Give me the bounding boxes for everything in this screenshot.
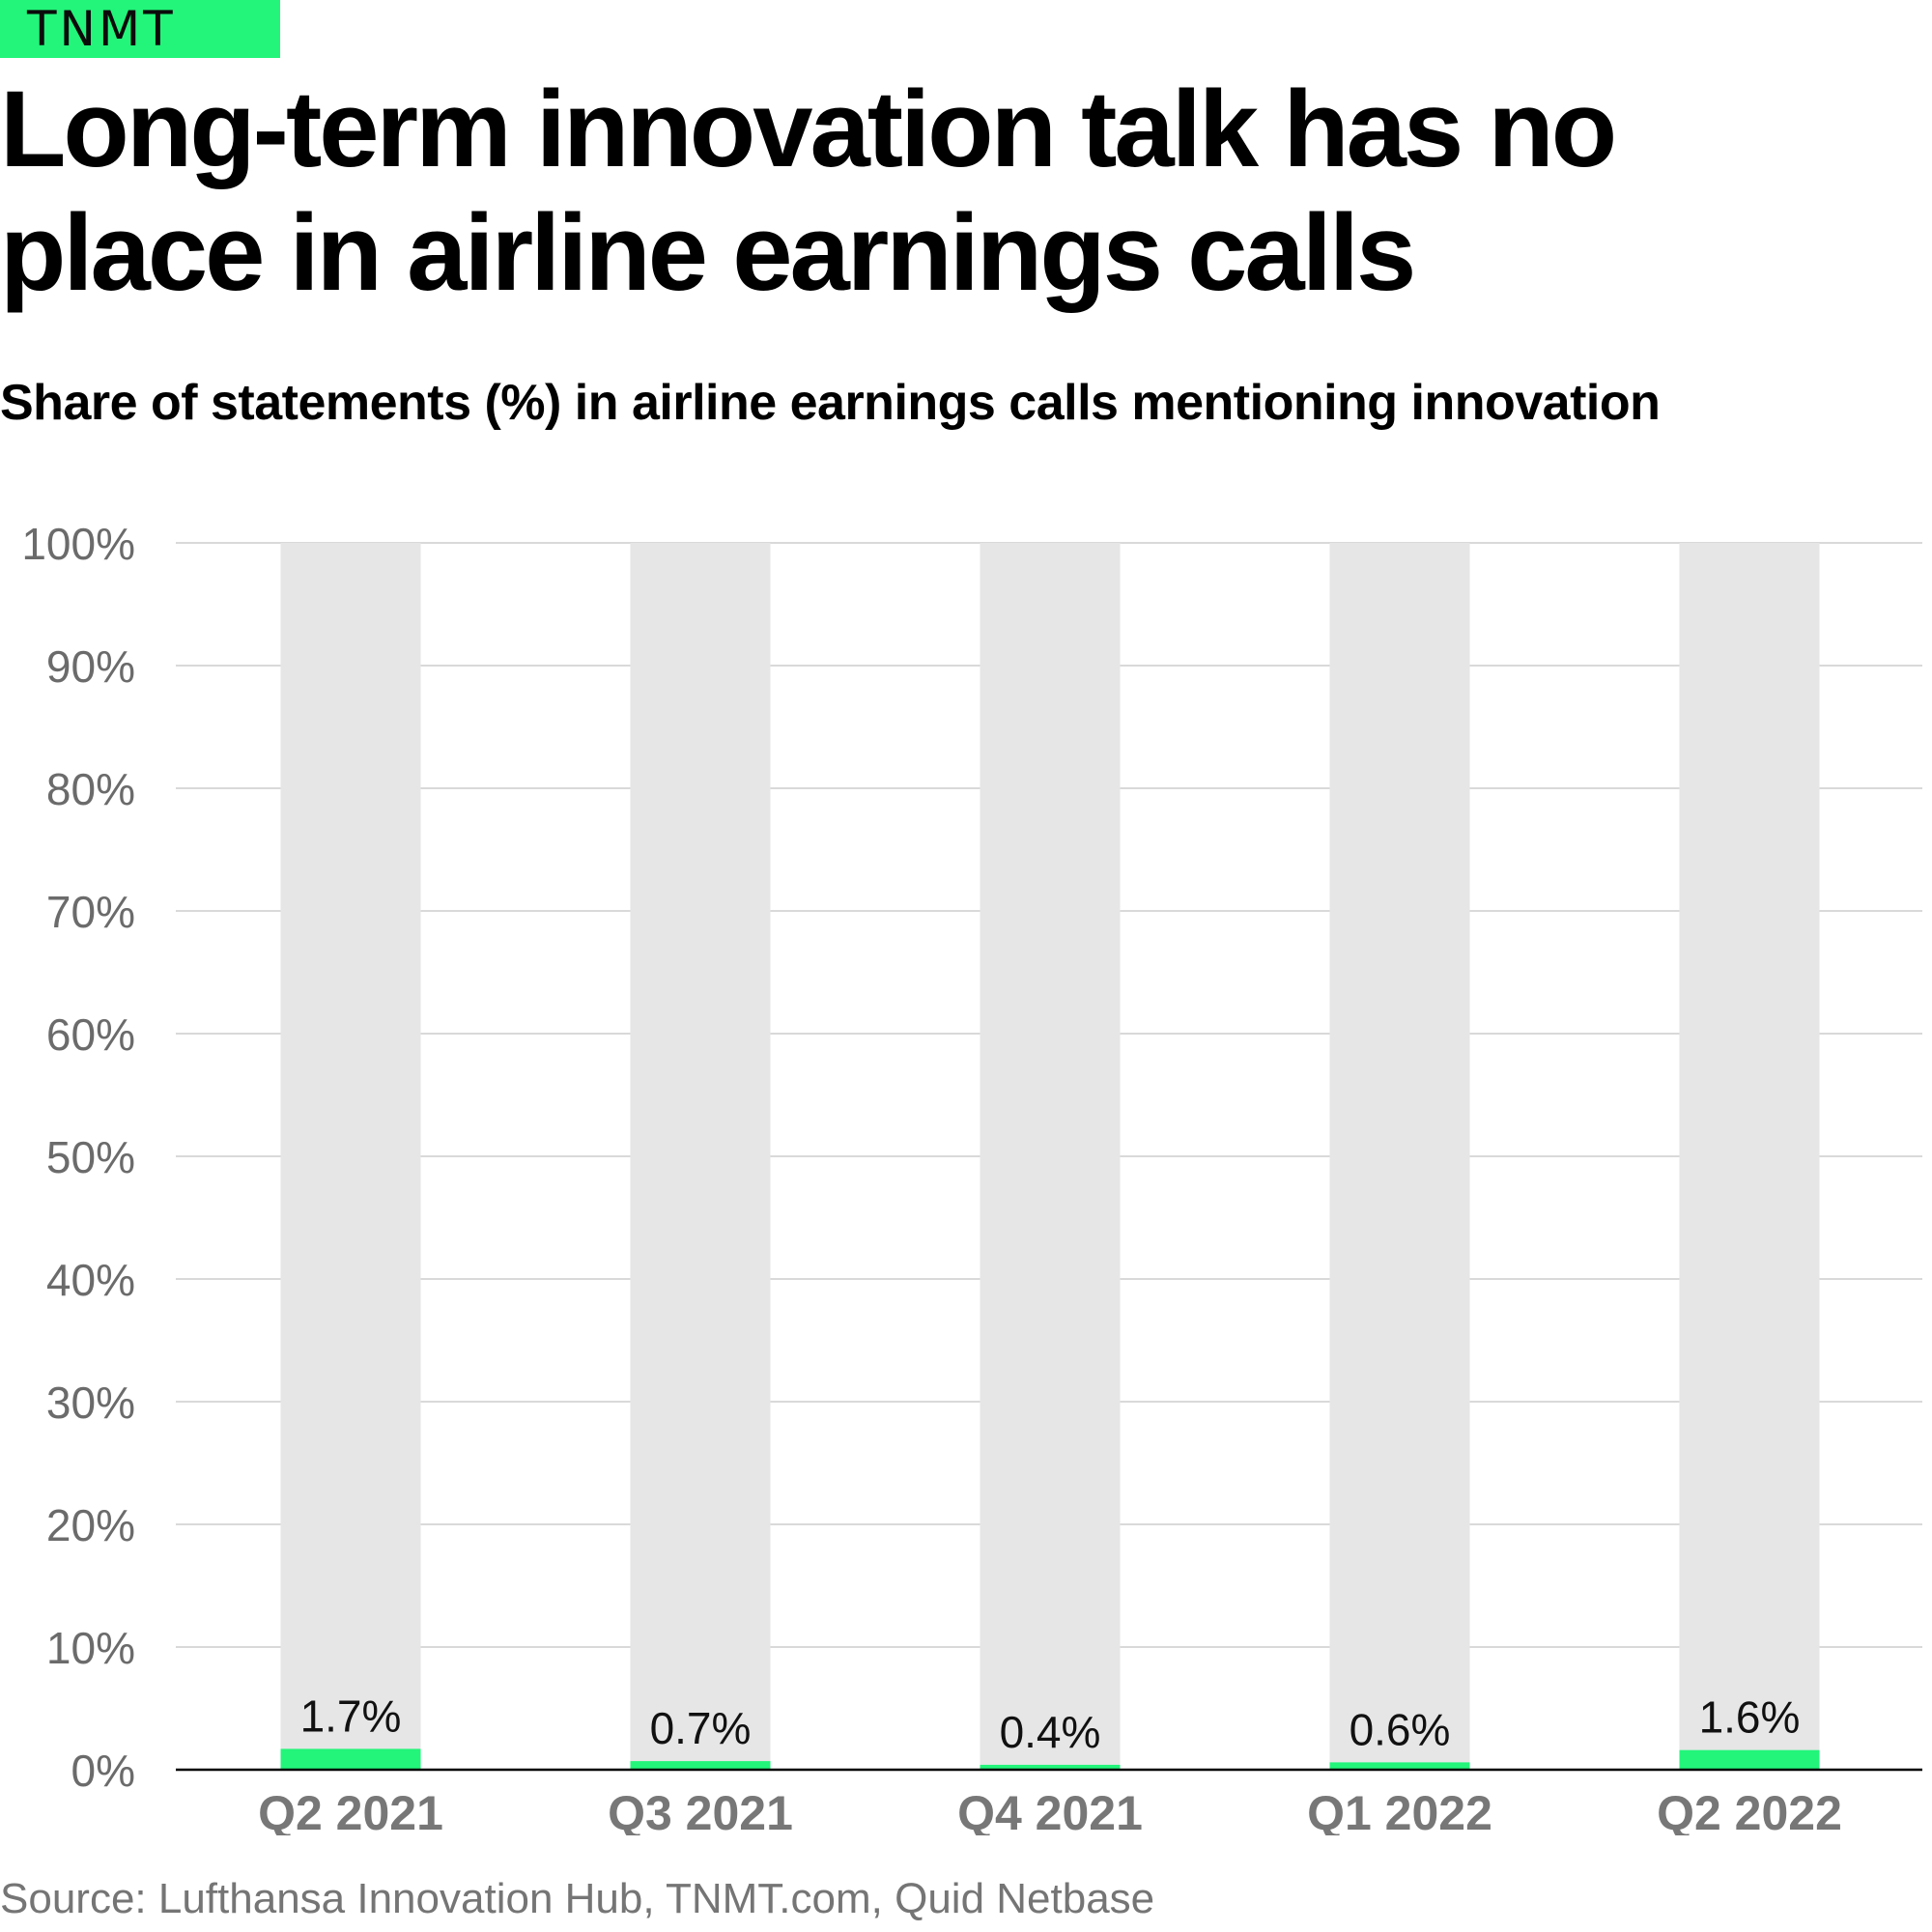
y-tick-label: 50%	[46, 1132, 135, 1182]
y-tick-label: 70%	[46, 887, 135, 937]
brand-logo-text: TNMT	[27, 1, 176, 57]
x-category-label: Q2 2021	[258, 1786, 443, 1835]
y-tick-label: 10%	[46, 1623, 135, 1673]
data-label: 0.6%	[1350, 1704, 1451, 1754]
y-tick-label: 60%	[46, 1009, 135, 1060]
background-bar	[280, 543, 421, 1770]
y-tick-label: 80%	[46, 764, 135, 814]
background-bar	[630, 543, 771, 1770]
y-tick-label: 40%	[46, 1255, 135, 1305]
bar	[1679, 1749, 1820, 1770]
chart-subtitle: Share of statements (%) in airline earni…	[0, 375, 1661, 431]
bar-chart: 0% 10% 20% 30% 40% 50% 60% 70% 80% 90% 100% 1.7% 0.7…	[21, 519, 1922, 1835]
y-tick-label: 0%	[71, 1746, 135, 1796]
background-bar	[1329, 543, 1470, 1770]
data-label: 0.7%	[650, 1703, 752, 1753]
y-tick-label: 30%	[46, 1378, 135, 1428]
x-category-label: Q1 2022	[1307, 1786, 1492, 1835]
bar	[630, 1761, 771, 1770]
data-label: 1.6%	[1699, 1692, 1801, 1743]
data-label: 0.4%	[1000, 1707, 1101, 1757]
background-bar	[1679, 543, 1820, 1770]
data-label: 1.7%	[300, 1690, 402, 1741]
brand-logo-badge: TNMT	[0, 0, 280, 58]
y-tick-label: 100%	[21, 519, 135, 569]
source-note: Source: Lufthansa Innovation Hub, TNMT.c…	[0, 1875, 1155, 1922]
bar	[280, 1748, 421, 1770]
bar	[1329, 1762, 1470, 1770]
chart-title: Long-term innovation talk has no place i…	[0, 69, 1617, 313]
background-bar	[980, 543, 1121, 1770]
x-category-label: Q4 2021	[957, 1786, 1143, 1835]
y-tick-label: 20%	[46, 1500, 135, 1550]
x-category-label: Q2 2022	[1657, 1786, 1842, 1835]
y-tick-label: 90%	[46, 641, 135, 692]
bar	[980, 1764, 1121, 1770]
x-category-label: Q3 2021	[608, 1786, 793, 1835]
